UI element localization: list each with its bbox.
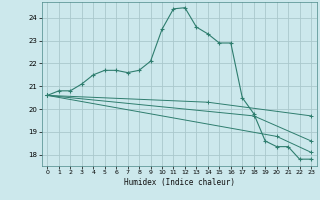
X-axis label: Humidex (Indice chaleur): Humidex (Indice chaleur) [124,178,235,187]
